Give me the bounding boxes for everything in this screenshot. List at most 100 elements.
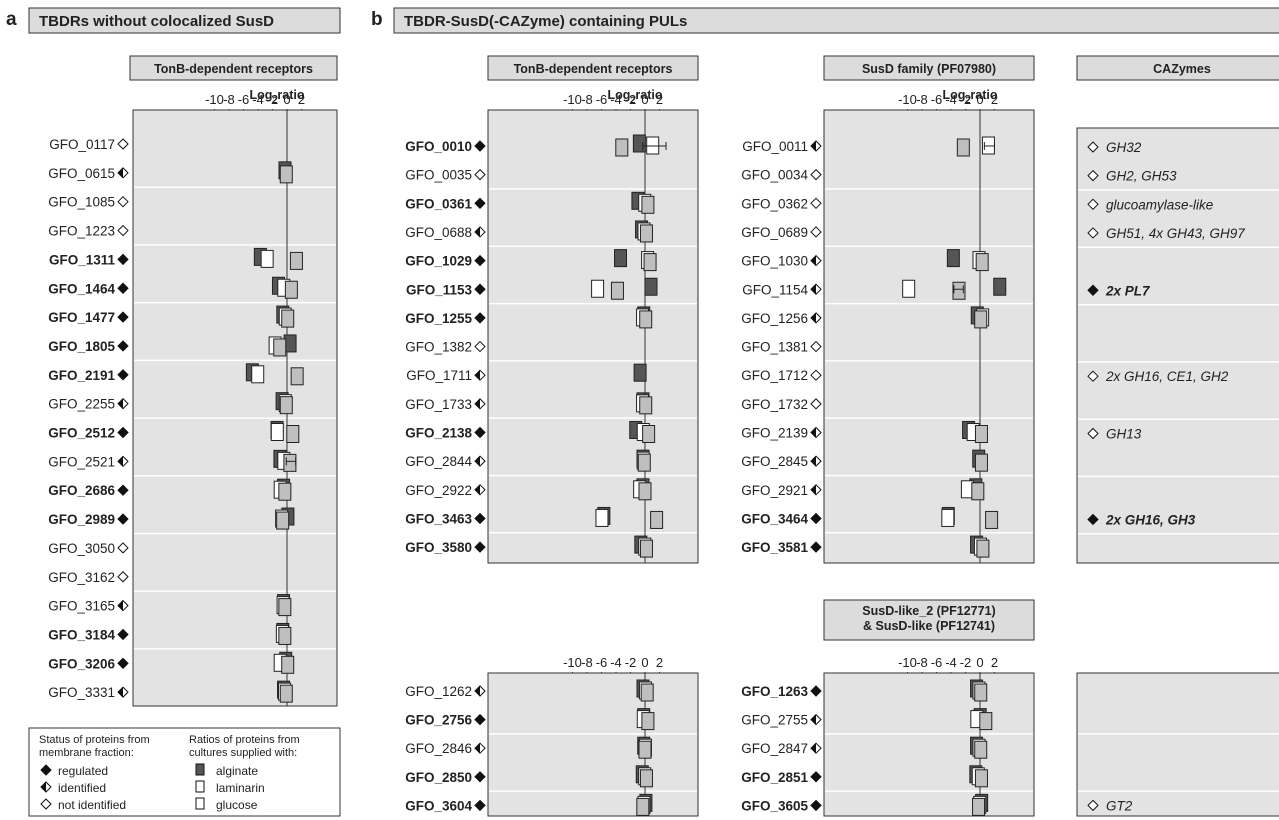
diamond-filled-icon bbox=[1087, 513, 1099, 526]
gene-label: GFO_2512 bbox=[48, 426, 115, 441]
bar-glucose bbox=[289, 251, 303, 270]
diamond-half-fill bbox=[475, 370, 480, 381]
bar-glucose bbox=[642, 425, 656, 443]
cazyme-label: GH13 bbox=[1106, 427, 1142, 442]
panel-a-title: TBDRs without colocalized SusD bbox=[39, 13, 274, 30]
diamond-half-icon bbox=[117, 397, 129, 410]
tick-label: 0 bbox=[976, 92, 983, 107]
diamond-filled-icon bbox=[474, 283, 486, 295]
diamond-shape bbox=[810, 340, 822, 353]
diamond-half-icon bbox=[810, 140, 822, 152]
diamond-filled-icon bbox=[117, 340, 129, 352]
gene-label: GFO_0035 bbox=[405, 168, 472, 183]
gene-label: GFO_3464 bbox=[741, 511, 808, 526]
diamond-shape bbox=[474, 340, 486, 353]
gene-label: GFO_2989 bbox=[48, 512, 115, 527]
panel-title: SusD family (PF07980) bbox=[862, 62, 996, 76]
diamond-shape bbox=[117, 340, 129, 352]
bar-laminarin bbox=[595, 508, 609, 527]
diamond-half-icon bbox=[117, 599, 129, 612]
cazyme-label: GH32 bbox=[1106, 140, 1142, 155]
bar-glucose bbox=[278, 598, 292, 617]
diamond-filled-icon bbox=[474, 254, 486, 267]
gene-label: GFO_2922 bbox=[405, 483, 472, 498]
diamond-half-fill bbox=[475, 743, 480, 754]
diamond-shape bbox=[1087, 141, 1099, 153]
gene-label: GFO_3604 bbox=[405, 798, 472, 813]
cazymes-panel: CAZymes GH32 GH2, GH53 glucoamylase-like GH5… bbox=[1076, 55, 1279, 817]
tick-label: 2 bbox=[656, 92, 663, 107]
diamond-shape bbox=[117, 426, 129, 439]
diamond-shape bbox=[1087, 427, 1099, 440]
gene-label: GFO_3050 bbox=[48, 541, 115, 556]
panel-b-letter: b bbox=[371, 9, 383, 30]
bar-glucose bbox=[639, 224, 653, 243]
gene-label: GFO_3580 bbox=[405, 540, 472, 555]
tick-label: 0 bbox=[976, 655, 983, 670]
diamond-empty-icon bbox=[1087, 427, 1099, 440]
axis-label: Log2ratio bbox=[249, 88, 304, 105]
bar-glucose bbox=[643, 253, 657, 272]
diamond-shape bbox=[1087, 198, 1099, 211]
diamond-shape bbox=[474, 771, 486, 783]
bar-glucose bbox=[974, 453, 988, 472]
bar-glucose bbox=[979, 712, 993, 731]
diamond-filled-icon bbox=[474, 771, 486, 783]
gene-label: GFO_2845 bbox=[741, 454, 808, 469]
panel-title: SusD-like_2 (PF12771) bbox=[862, 604, 995, 618]
bar-glucose bbox=[975, 253, 989, 272]
bar-glucose bbox=[639, 396, 653, 415]
diamond-empty-icon bbox=[1087, 799, 1099, 812]
diamond-empty-icon bbox=[117, 542, 129, 554]
gene-label: GFO_3581 bbox=[741, 540, 808, 555]
gene-label: GFO_0688 bbox=[405, 225, 472, 240]
gene-label: GFO_2686 bbox=[48, 483, 115, 498]
diamond-half-icon bbox=[117, 686, 129, 698]
gene-label: GFO_2138 bbox=[405, 426, 472, 441]
diamond-half-icon bbox=[810, 484, 822, 496]
diamond-filled-icon bbox=[474, 140, 486, 152]
diamond-shape bbox=[117, 311, 129, 323]
gene-label: GFO_1154 bbox=[742, 282, 808, 297]
error-bar bbox=[285, 457, 297, 466]
bar-glucose bbox=[650, 510, 664, 529]
diamond-half-icon bbox=[117, 455, 129, 468]
tick-label: -4 bbox=[610, 655, 622, 670]
bar-glucose bbox=[639, 539, 653, 558]
diamond-half-icon bbox=[474, 685, 486, 697]
legend-swatch-alginate bbox=[195, 763, 205, 776]
bar-glucose bbox=[279, 165, 293, 184]
diamond-half-fill bbox=[475, 484, 480, 495]
diamond-half-icon bbox=[474, 742, 486, 754]
tick-label: -6 bbox=[931, 92, 943, 107]
tick-label: 2 bbox=[991, 655, 998, 670]
axis-label: Log2ratio bbox=[942, 88, 997, 105]
legend: Status of proteins from membrane fractio… bbox=[28, 727, 341, 817]
tick-label: 2 bbox=[298, 92, 305, 107]
diamond-empty-icon bbox=[40, 798, 52, 810]
tick-label: 2 bbox=[656, 655, 663, 670]
diamond-empty-icon bbox=[1087, 198, 1099, 211]
bar-glucose bbox=[639, 769, 653, 788]
diamond-shape bbox=[474, 541, 486, 553]
cazyme-label: glucoamylase-like bbox=[1106, 197, 1213, 212]
chart-panel-3: -10 -8 -6 -4 -2 0 2 GFO_1262 GFO_2756 GFO_2846 GFO… bbox=[405, 655, 699, 817]
tick-label: 0 bbox=[641, 92, 648, 107]
diamond-shape bbox=[117, 484, 129, 496]
diamond-half-icon bbox=[810, 713, 822, 726]
diamond-filled-icon bbox=[474, 197, 486, 210]
bar-glucose bbox=[286, 425, 300, 443]
bar-glucose bbox=[952, 281, 966, 300]
diamond-half-fill bbox=[475, 398, 480, 409]
bar-glucose bbox=[273, 338, 287, 357]
bar-glucose bbox=[638, 482, 652, 501]
gene-label: GFO_2844 bbox=[405, 454, 472, 469]
tick-label: -10 bbox=[898, 655, 917, 670]
tick-label: -4 bbox=[945, 92, 957, 107]
diamond-shape bbox=[117, 657, 129, 670]
gene-label: GFO_1255 bbox=[405, 311, 472, 326]
bar-laminarin bbox=[902, 279, 916, 298]
gene-label: GFO_2847 bbox=[741, 741, 808, 756]
bar-alginate bbox=[644, 277, 658, 296]
